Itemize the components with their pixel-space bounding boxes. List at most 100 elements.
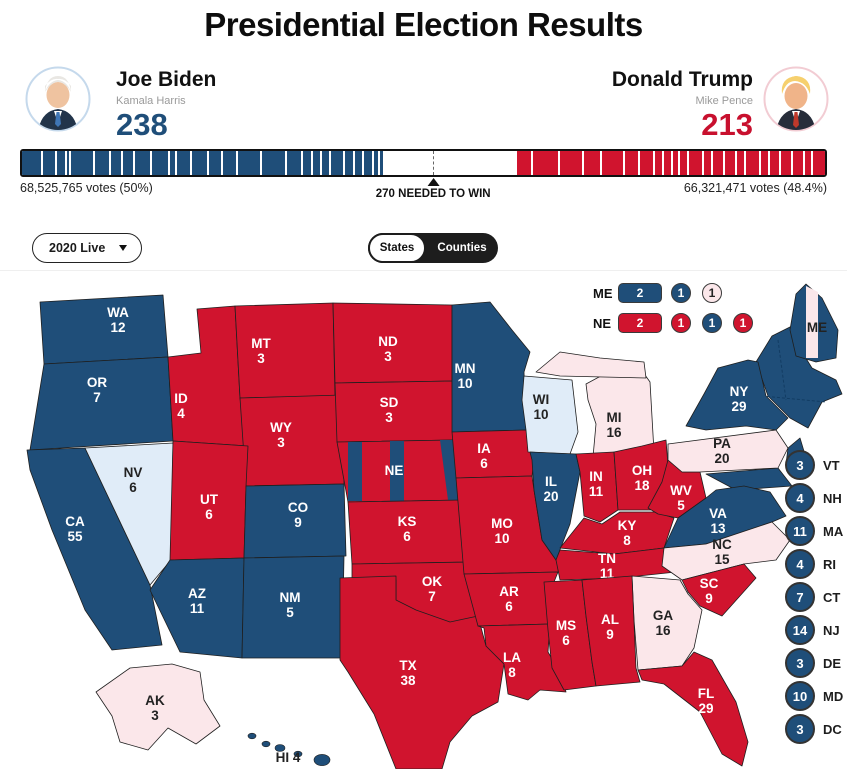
state-in-shape[interactable] <box>575 451 619 523</box>
bar-state-separator <box>206 151 209 175</box>
bar-state-separator <box>120 151 123 175</box>
badge-nh[interactable]: 4 NH <box>785 483 843 513</box>
biden-running-mate: Kamala Harris <box>116 95 186 107</box>
trump-photo <box>763 66 829 132</box>
legend-circle-badge: 1 <box>733 313 753 333</box>
badge-circle: 10 <box>785 681 815 711</box>
state-hi-island[interactable] <box>274 744 286 752</box>
state-hi-island[interactable] <box>313 754 331 766</box>
state-co-shape[interactable] <box>243 483 347 559</box>
state-sd-shape[interactable] <box>334 380 454 443</box>
legend-circle-badge: 1 <box>702 283 722 303</box>
bar-state-separator <box>236 151 239 175</box>
state-ky-shape[interactable] <box>559 511 675 555</box>
state-sc-shape[interactable] <box>681 563 757 617</box>
bar-state-separator <box>811 151 814 175</box>
state-mt-shape[interactable] <box>234 302 336 399</box>
state-ks-shape[interactable] <box>347 499 465 565</box>
bar-state-separator <box>670 151 673 175</box>
state-newengland-shape[interactable] <box>755 325 843 429</box>
bar-state-separator <box>362 151 365 175</box>
badge-circle: 14 <box>785 615 815 645</box>
triangle-up-icon <box>427 178 440 186</box>
state-hi-island[interactable] <box>261 740 271 748</box>
state-ut-shape[interactable] <box>169 440 249 561</box>
bar-state-separator <box>653 151 656 175</box>
state-al-shape[interactable] <box>581 575 641 687</box>
state-or-shape[interactable] <box>29 356 174 451</box>
bar-state-separator <box>149 151 152 175</box>
badge-nj[interactable]: 14 NJ <box>785 615 843 645</box>
legend-row-me: ME 2 1 1 <box>593 283 764 303</box>
state-ak-shape[interactable] <box>95 663 221 751</box>
bar-state-separator <box>343 151 346 175</box>
state-nm-shape[interactable] <box>241 555 345 659</box>
state-ia-shape[interactable] <box>451 429 537 479</box>
badge-md[interactable]: 10 MD <box>785 681 843 711</box>
legend-row-ne: NE 2 1 1 1 <box>593 313 764 333</box>
bar-state-separator <box>168 151 171 175</box>
trump-running-mate: Mike Pence <box>695 95 753 107</box>
state-ga-shape[interactable] <box>631 575 703 671</box>
needed-to-win-marker: 270 NEEDED TO WIN <box>376 178 491 200</box>
state-tx-shape[interactable] <box>339 575 505 769</box>
bar-state-separator <box>311 151 314 175</box>
badge-dc[interactable]: 3 DC <box>785 714 843 744</box>
state-az-shape[interactable] <box>149 557 245 659</box>
badge-vt[interactable]: 3 VT <box>785 450 843 480</box>
state-mn-shape[interactable] <box>451 301 531 433</box>
state-ne-district-stripe <box>390 441 404 501</box>
bar-state-separator <box>678 151 681 175</box>
legend-rect-badge: 2 <box>618 313 662 333</box>
state-border-dashed <box>761 395 827 403</box>
state-wi-shape[interactable] <box>521 375 579 455</box>
badge-ri[interactable]: 4 RI <box>785 549 843 579</box>
badge-label: NH <box>823 490 842 506</box>
bar-state-separator <box>64 151 67 175</box>
trump-name: Donald Trump <box>611 68 753 91</box>
year-dropdown[interactable]: 2020 Live <box>32 233 143 263</box>
state-hi-island[interactable] <box>293 750 303 758</box>
biden-electoral-votes: 238 <box>116 107 168 142</box>
bar-state-separator <box>328 151 331 175</box>
badge-label: CT <box>823 589 841 605</box>
bar-state-separator <box>132 151 135 175</box>
bar-state-separator <box>221 151 224 175</box>
state-hi-island[interactable] <box>247 732 257 740</box>
legend-row-label: NE <box>593 315 612 331</box>
state-nd-shape[interactable] <box>332 302 453 384</box>
bar-state-separator <box>92 151 95 175</box>
chevron-down-icon <box>119 245 128 251</box>
toggle-counties[interactable]: Counties <box>437 242 487 254</box>
state-wa-shape[interactable] <box>39 294 169 365</box>
bar-state-separator <box>174 151 177 175</box>
dem-popular-votes: 68,525,765 votes (50%) <box>20 181 153 195</box>
badge-circle: 4 <box>785 483 815 513</box>
bar-state-separator <box>710 151 713 175</box>
badge-de[interactable]: 3 DE <box>785 648 843 678</box>
state-la-shape[interactable] <box>477 623 567 701</box>
bar-state-separator <box>723 151 726 175</box>
state-fl-shape[interactable] <box>637 651 749 767</box>
state-ar-shape[interactable] <box>463 571 559 627</box>
bar-state-separator <box>260 151 263 175</box>
bar-state-separator <box>377 151 380 175</box>
legend-rect-badge: 2 <box>618 283 662 303</box>
state-wy-shape[interactable] <box>239 394 345 487</box>
badge-ma[interactable]: 11 MA <box>785 516 843 546</box>
badge-label: DE <box>823 655 842 671</box>
state-ny-shape[interactable] <box>685 359 789 431</box>
state-pa-shape[interactable] <box>667 429 789 473</box>
trump-electoral-votes: 213 <box>701 107 753 142</box>
state-nc-shape[interactable] <box>661 521 791 581</box>
bar-state-separator <box>661 151 664 175</box>
toggle-states[interactable]: States <box>368 233 426 263</box>
split-district-legend: ME 2 1 1 NE 2 1 1 1 <box>593 283 764 343</box>
badge-circle: 3 <box>785 450 815 480</box>
bar-state-separator <box>108 151 111 175</box>
badge-ct[interactable]: 7 CT <box>785 582 843 612</box>
bar-state-separator <box>600 151 603 175</box>
state-mi-shape[interactable] <box>535 351 647 379</box>
bar-state-separator <box>803 151 806 175</box>
